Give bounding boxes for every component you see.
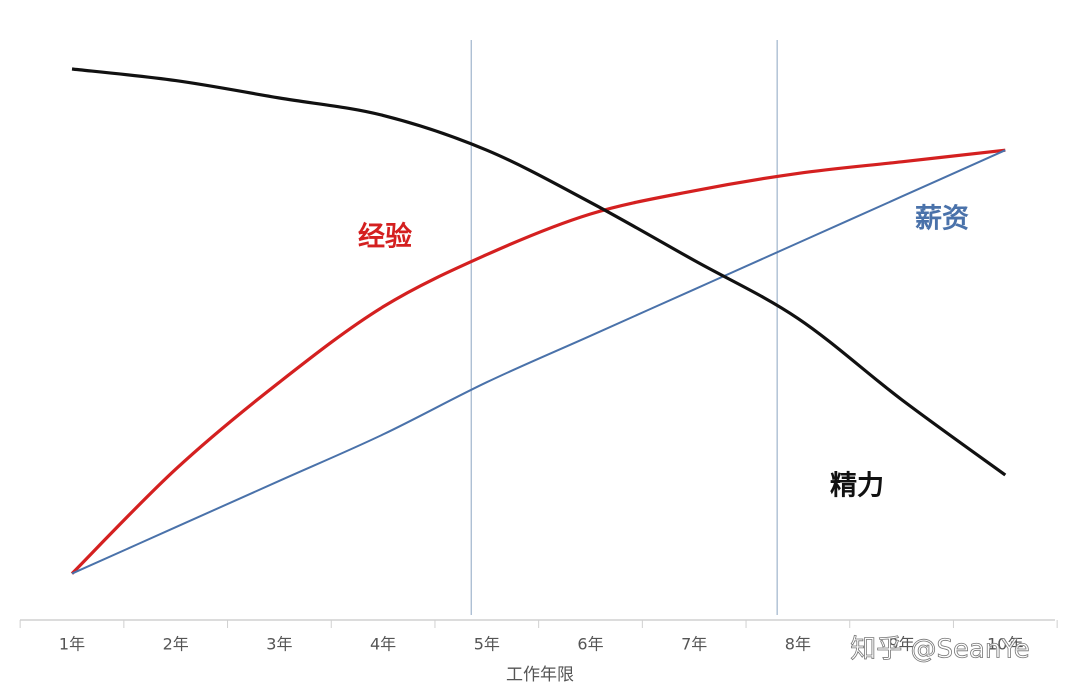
x-tick-label: 10年	[987, 635, 1023, 654]
x-axis-title: 工作年限	[506, 665, 574, 685]
watermark: 知乎 @SeanYe	[850, 635, 1030, 665]
x-tick-label: 5年	[474, 635, 500, 654]
series-label: 薪资	[915, 204, 969, 235]
x-tick-label: 8年	[785, 635, 811, 654]
line	[71, 149, 1006, 575]
x-tick-label: 6年	[577, 635, 603, 654]
x-tick-label: 2年	[163, 635, 189, 654]
x-tick-label: 9年	[889, 635, 915, 654]
x-tick-label: 7年	[681, 635, 707, 654]
x-tick-label: 3年	[266, 635, 292, 654]
line	[71, 67, 1007, 477]
series-label: 精力	[830, 471, 884, 502]
x-tick-label: 1年	[59, 635, 85, 654]
line	[70, 148, 1006, 575]
series-label: 经验	[358, 221, 412, 253]
x-tick-label: 4年	[370, 635, 396, 654]
